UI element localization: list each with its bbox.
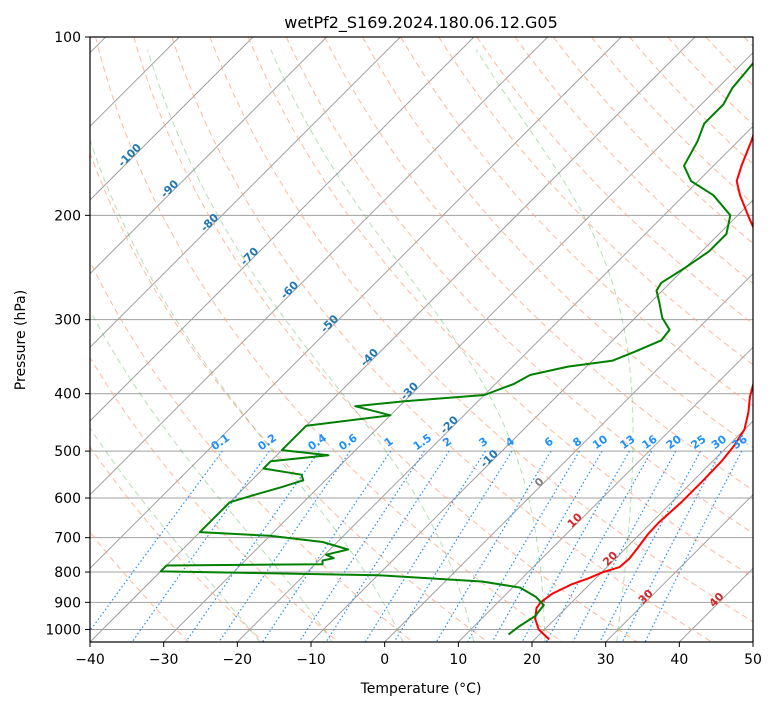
- isotherm-line: [90, 37, 254, 201]
- x-tick-label: 50: [744, 652, 762, 668]
- plot-grid: [90, 37, 753, 642]
- dry-adiabat-line: [247, 37, 753, 578]
- x-axis-label: Temperature (°C): [360, 681, 482, 697]
- x-tick-label: −10: [296, 652, 326, 668]
- isotherm-line: [531, 420, 753, 642]
- mixing-ratio-line: [545, 450, 653, 642]
- temperature-profile: [534, 132, 753, 641]
- isotherm-line: [384, 272, 753, 642]
- mixing-ratio-line: [572, 450, 677, 642]
- y-tick-label: 800: [54, 565, 81, 581]
- x-tick-label: −40: [75, 652, 105, 668]
- axis-ticks: −40 −30 −20 −10 0 10 20 30 40 50 100 200 300 400 500 60…: [45, 30, 762, 668]
- x-tick-label: −30: [149, 652, 179, 668]
- isotherm-line: [236, 125, 753, 642]
- y-tick-label: 300: [54, 313, 81, 329]
- plot-data: [159, 61, 753, 641]
- isotherm-line: [90, 37, 401, 349]
- chart-title: wetPf2_S169.2024.180.06.12.G05: [284, 13, 558, 33]
- dry-adiabat-line: [90, 445, 264, 642]
- mixing-ratio-line: [393, 450, 513, 642]
- isotherm-line: [90, 37, 549, 496]
- y-tick-label: 500: [54, 444, 81, 460]
- isotherm-line: [457, 346, 753, 642]
- y-tick-label: 100: [54, 30, 81, 46]
- x-tick-label: 0: [380, 652, 389, 668]
- isotherm-line: [163, 51, 753, 642]
- mixing-ratio-line: [491, 450, 603, 642]
- x-tick-label: 30: [597, 652, 615, 668]
- dry-adiabat-line: [90, 151, 488, 642]
- mixing-ratio-line: [599, 450, 702, 642]
- x-tick-label: −20: [223, 652, 253, 668]
- mixing-ratio-line: [621, 450, 722, 642]
- moist-adiabat-line: [90, 427, 261, 642]
- dry-adiabat-line: [90, 531, 190, 642]
- dry-adiabat-line: [285, 37, 753, 534]
- mixing-ratio-line: [90, 450, 223, 632]
- moist-adiabat-line: [90, 309, 333, 642]
- y-tick-label: 400: [54, 387, 81, 403]
- dewpoint-profile: [159, 61, 753, 636]
- y-tick-label: 900: [54, 595, 81, 611]
- dry-adiabat-line: [90, 356, 339, 642]
- y-tick-label: 700: [54, 531, 81, 547]
- mixing-ratio-line: [185, 450, 320, 642]
- plot-frame: [89, 36, 754, 643]
- isotherm-line: [90, 37, 622, 570]
- moist-adiabat-line: [147, 49, 475, 642]
- dry-adiabat-line: [400, 37, 753, 407]
- moist-adiabat-line: [90, 138, 404, 642]
- y-tick-label: 600: [54, 491, 81, 507]
- isotherm-line: [605, 493, 753, 642]
- x-tick-label: 20: [523, 652, 541, 668]
- dry-adiabat-line: [171, 37, 712, 642]
- dry-adiabat-line: [591, 37, 753, 205]
- dry-adiabat-line: [438, 37, 753, 366]
- y-tick-label: 200: [54, 208, 81, 224]
- dry-adiabat-line: [514, 37, 753, 285]
- x-tick-label: 10: [449, 652, 467, 668]
- x-tick-label: 40: [670, 652, 688, 668]
- dry-adiabat-line: [133, 37, 638, 642]
- y-tick-label: 1000: [45, 622, 81, 638]
- isotherm-line: [90, 37, 328, 275]
- isotherm-line: [90, 37, 696, 642]
- mixing-ratio-line: [298, 450, 425, 642]
- dry-adiabat-line: [552, 37, 753, 244]
- isotherm-line: [90, 37, 475, 422]
- mixing-ratio-line: [644, 450, 743, 642]
- y-axis-label: Pressure (hPa): [13, 290, 29, 390]
- dry-adiabat-line: [209, 37, 753, 623]
